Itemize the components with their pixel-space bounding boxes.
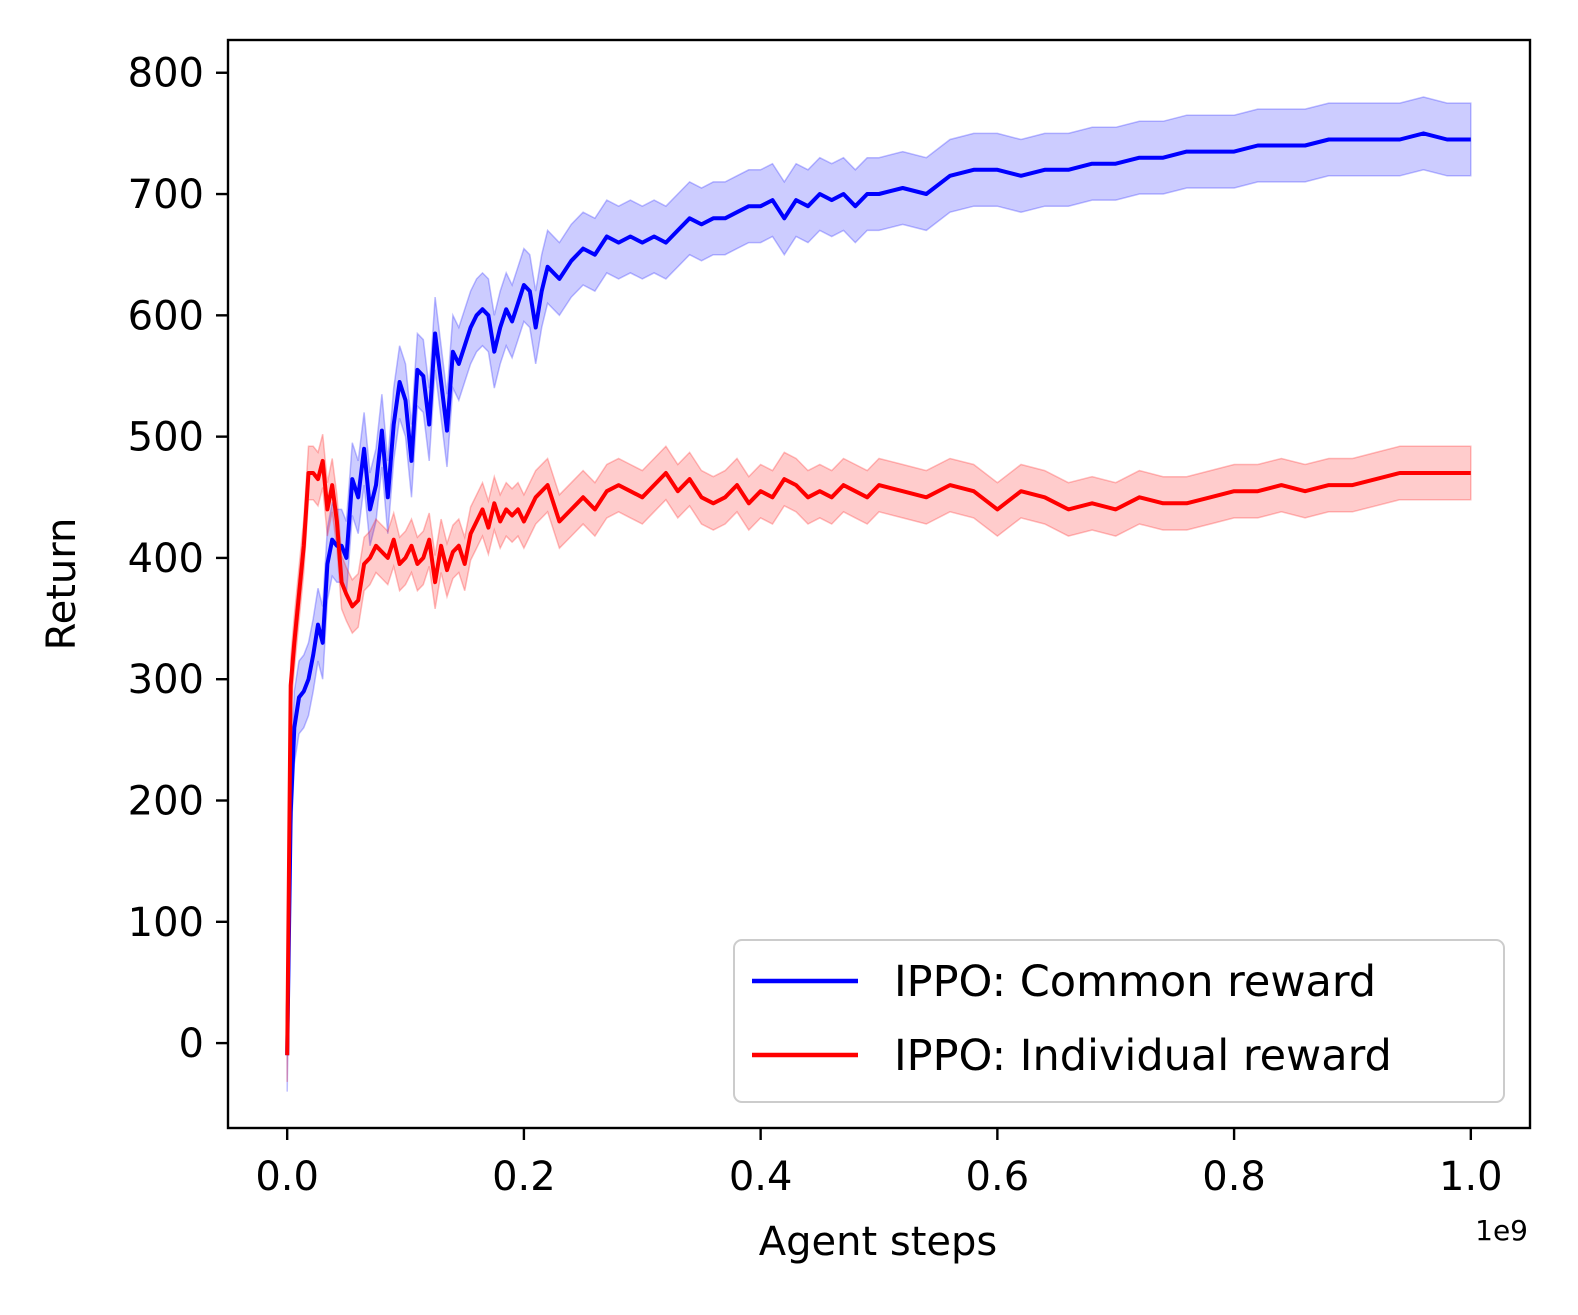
band-common xyxy=(286,96,1472,1092)
y-tick-label: 400 xyxy=(128,536,204,582)
y-tick-label: 700 xyxy=(128,172,204,218)
y-axis: 0 100 200 300 400 500 600 700 800 xyxy=(128,51,228,1067)
band-individual xyxy=(286,434,1472,1082)
x-tick-label: 0.6 xyxy=(966,1154,1030,1200)
series-lines xyxy=(285,131,1471,1056)
y-tick-label: 500 xyxy=(128,415,204,461)
legend-label-individual: IPPO: Individual reward xyxy=(894,1031,1392,1081)
x-tick-label: 0.4 xyxy=(729,1154,793,1200)
y-tick-label: 300 xyxy=(128,657,204,703)
legend: IPPO: Common reward IPPO: Individual rew… xyxy=(733,939,1505,1103)
y-tick-label: 0 xyxy=(179,1021,204,1067)
y-tick-label: 600 xyxy=(128,293,204,339)
x-axis-offset-label: 1e9 xyxy=(1475,1214,1528,1247)
y-tick-label: 800 xyxy=(128,51,204,97)
legend-label-common: IPPO: Common reward xyxy=(894,957,1376,1007)
confidence-bands xyxy=(286,96,1472,1092)
y-tick-label: 100 xyxy=(128,900,204,946)
x-tick-label: 0.2 xyxy=(492,1154,556,1200)
y-axis-title: Return xyxy=(39,518,85,651)
legend-box xyxy=(733,939,1505,1103)
plot-frame xyxy=(226,38,1532,1130)
x-axis-title: Agent steps xyxy=(759,1219,997,1265)
line-individual xyxy=(285,458,1471,1056)
x-tick-label: 1.0 xyxy=(1439,1154,1503,1200)
x-tick-label: 0.8 xyxy=(1202,1154,1266,1200)
line-common xyxy=(285,131,1471,1056)
x-tick-label: 0.0 xyxy=(255,1154,319,1200)
y-tick-label: 200 xyxy=(128,779,204,825)
x-axis: 0.0 0.2 0.4 0.6 0.8 1.0 xyxy=(255,1128,1503,1200)
